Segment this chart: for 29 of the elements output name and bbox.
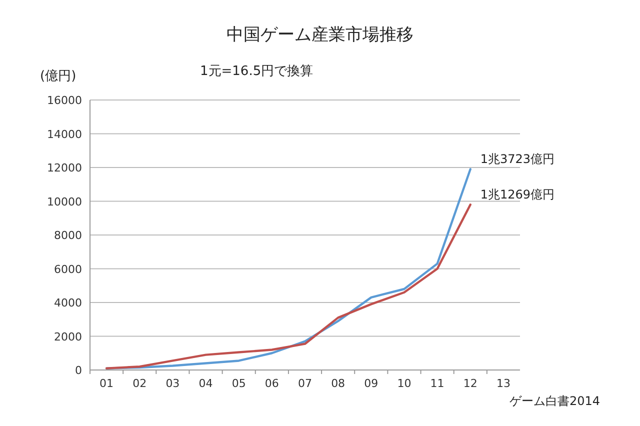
x-tick-label: 12 xyxy=(463,377,478,390)
x-tick-label: 08 xyxy=(331,377,346,390)
y-axis-title: (億円) xyxy=(40,69,76,84)
y-tick-label: 12000 xyxy=(47,162,82,174)
y-tick-label: 2000 xyxy=(54,330,82,344)
y-tick-label: 0 xyxy=(75,364,82,377)
x-tick-label: 04 xyxy=(198,377,213,390)
y-tick-label: 14000 xyxy=(47,128,82,141)
x-tick-label: 13 xyxy=(496,377,510,390)
annotation: 1兆1269億円 xyxy=(480,188,555,202)
x-tick-label: 10 xyxy=(397,377,412,390)
annotation: 1兆3723億円 xyxy=(480,152,555,166)
x-tick-label: 02 xyxy=(132,377,147,390)
y-tick-label: 4000 xyxy=(54,296,82,310)
x-tick-label: 09 xyxy=(364,377,378,390)
y-tick-label: 8000 xyxy=(54,229,82,242)
x-tick-label: 06 xyxy=(264,377,279,390)
text: ゲーム白書2014 xyxy=(509,394,600,408)
y-tick-label: 16000 xyxy=(47,94,82,107)
y-tick-label: 10000 xyxy=(47,195,82,208)
line-series xyxy=(105,204,472,370)
y-tick-label: 6000 xyxy=(54,262,82,276)
chart-title: 中国ゲーム産業市場推移 xyxy=(226,25,414,45)
x-tick-label: 01 xyxy=(100,377,114,390)
x-tick-label: 07 xyxy=(298,377,312,390)
x-tick-label: 11 xyxy=(430,377,444,390)
chart-subtitle: 1元=16.5円で換算 xyxy=(200,64,314,79)
x-tick-label: 05 xyxy=(232,377,246,390)
x-tick-label: 03 xyxy=(166,377,180,390)
